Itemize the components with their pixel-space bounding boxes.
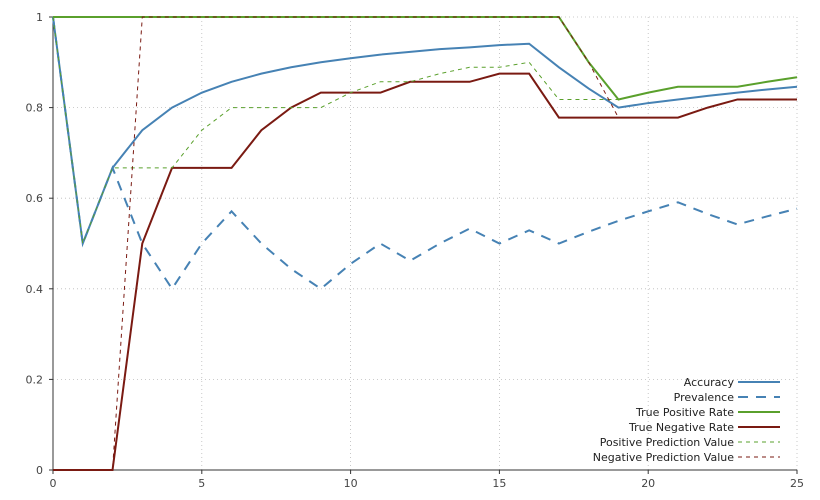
x-tick-label: 25 [790, 477, 804, 490]
y-tick-label: 1 [36, 11, 43, 24]
legend-label: Prevalence [674, 391, 735, 404]
series-line-negative-prediction-value [53, 16, 619, 471]
x-tick-label: 15 [492, 477, 506, 490]
series-lines [52, 16, 798, 471]
series-line-prevalence [52, 16, 798, 291]
series-line-true-negative-rate [53, 72, 797, 471]
x-tick-label: 20 [641, 477, 655, 490]
legend-label: Accuracy [684, 376, 735, 389]
series-line-true-positive-rate [53, 16, 798, 101]
x-tick-label: 0 [50, 477, 57, 490]
series-line-positive-prediction-value [52, 16, 619, 246]
legend-label: True Negative Rate [628, 421, 734, 434]
y-tick-label: 0.6 [26, 192, 44, 205]
series-line-accuracy [52, 16, 798, 248]
legend-label: Positive Prediction Value [600, 436, 734, 449]
x-tick-label: 10 [344, 477, 358, 490]
axes: 0 5 10 15 20 25 0 0.2 0.4 0.6 0.8 1 [26, 11, 805, 490]
y-tick-label: 0.8 [26, 102, 44, 115]
y-tick-label: 0 [36, 464, 43, 477]
legend-label: Negative Prediction Value [593, 451, 734, 464]
y-tick-label: 0.2 [26, 373, 44, 386]
y-tick-label: 0.4 [26, 283, 44, 296]
legend-label: True Positive Rate [635, 406, 734, 419]
legend: Accuracy Prevalence True Positive Rate True… [593, 376, 780, 464]
x-tick-label: 5 [198, 477, 205, 490]
